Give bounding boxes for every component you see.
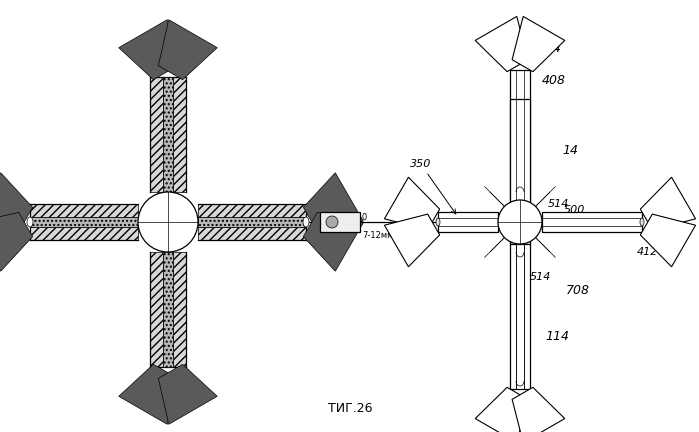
Bar [173, 77, 186, 192]
Ellipse shape [138, 192, 198, 252]
Bar [150, 77, 163, 192]
Polygon shape [303, 173, 363, 232]
Ellipse shape [498, 200, 542, 244]
Bar [510, 70, 530, 200]
Text: 5-10мм: 5-10мм [502, 40, 536, 49]
Bar [198, 227, 306, 240]
Text: 304: 304 [538, 41, 562, 54]
Bar [510, 99, 530, 244]
Bar [30, 204, 138, 217]
Polygon shape [640, 214, 696, 267]
Text: 306: 306 [650, 223, 671, 233]
Bar [163, 77, 173, 192]
Polygon shape [384, 214, 440, 267]
Text: 500: 500 [564, 205, 585, 215]
Text: 412: 412 [637, 247, 658, 257]
Polygon shape [475, 388, 528, 432]
Text: 402: 402 [650, 199, 671, 209]
Bar [173, 252, 186, 367]
Polygon shape [640, 177, 696, 230]
Ellipse shape [436, 218, 440, 226]
Text: ΤИГ.26: ΤИГ.26 [328, 402, 373, 415]
Bar [320, 212, 360, 232]
Text: 350: 350 [410, 159, 456, 214]
Text: 412: 412 [650, 211, 671, 221]
Text: 7-12мм: 7-12мм [362, 231, 394, 239]
Ellipse shape [303, 217, 309, 227]
Text: 514: 514 [530, 272, 552, 282]
Polygon shape [384, 177, 440, 230]
Text: 0: 0 [362, 213, 367, 222]
Bar [150, 252, 163, 367]
Polygon shape [119, 20, 178, 79]
Text: 114: 114 [545, 330, 569, 343]
Polygon shape [159, 20, 217, 79]
Polygon shape [159, 364, 217, 424]
Ellipse shape [640, 218, 644, 226]
Bar [438, 212, 498, 232]
Ellipse shape [326, 216, 338, 228]
Text: 408: 408 [542, 73, 566, 86]
Bar [198, 217, 306, 227]
Polygon shape [303, 213, 363, 271]
Polygon shape [512, 388, 565, 432]
Polygon shape [119, 364, 178, 424]
Bar [198, 204, 306, 217]
Text: 1-1мм: 1-1мм [506, 412, 535, 421]
Bar [30, 227, 138, 240]
Polygon shape [512, 16, 565, 72]
Polygon shape [0, 213, 33, 271]
Polygon shape [0, 173, 33, 232]
Bar [510, 244, 530, 389]
Bar [163, 252, 173, 367]
Polygon shape [475, 16, 528, 72]
Bar [30, 217, 138, 227]
Text: 514: 514 [548, 199, 570, 209]
Ellipse shape [27, 217, 33, 227]
Text: 708: 708 [566, 283, 590, 296]
Text: 14: 14 [562, 143, 578, 156]
Bar [542, 212, 642, 232]
